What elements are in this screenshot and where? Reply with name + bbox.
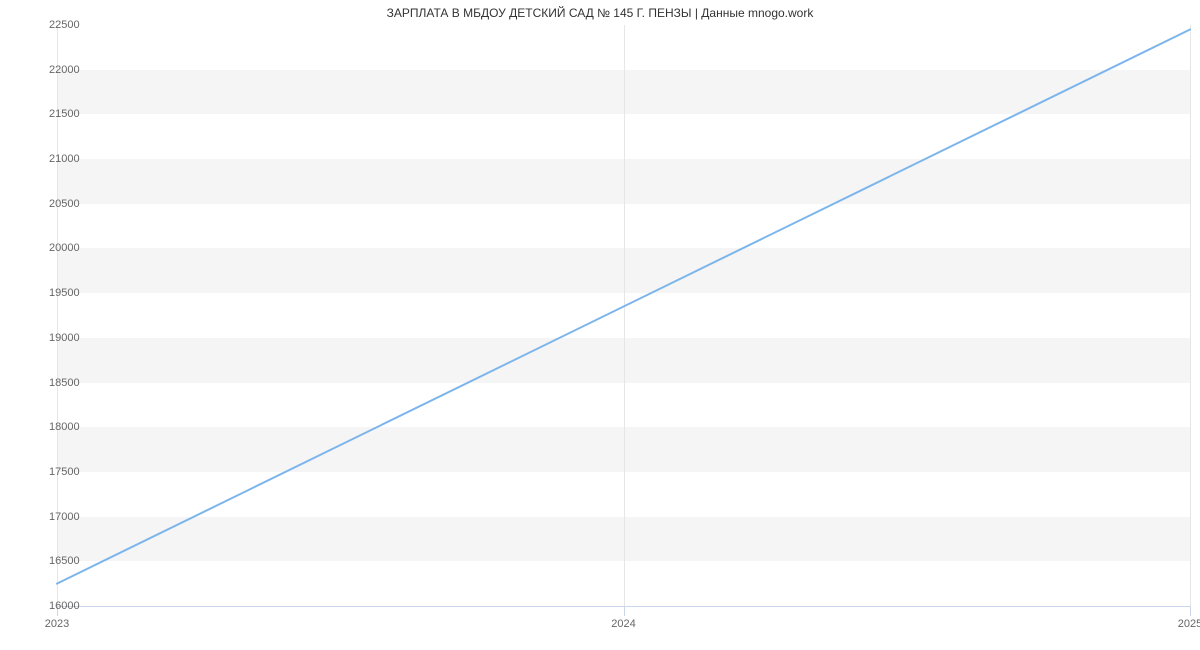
x-tick [624, 606, 625, 616]
chart-title: ЗАРПЛАТА В МБДОУ ДЕТСКИЙ САД № 145 Г. ПЕ… [0, 6, 1200, 20]
salary-line-chart: ЗАРПЛАТА В МБДОУ ДЕТСКИЙ САД № 145 Г. ПЕ… [0, 0, 1200, 650]
x-tick [1190, 606, 1191, 616]
plot-area: 2023202420251600016500170001750018000185… [57, 25, 1190, 606]
x-gridline [1190, 25, 1191, 606]
salary-series-line [57, 29, 1190, 583]
x-axis-label: 2023 [45, 618, 69, 630]
x-axis-label: 2025 [1178, 618, 1200, 630]
x-axis-label: 2024 [611, 618, 635, 630]
series-layer [57, 25, 1190, 606]
